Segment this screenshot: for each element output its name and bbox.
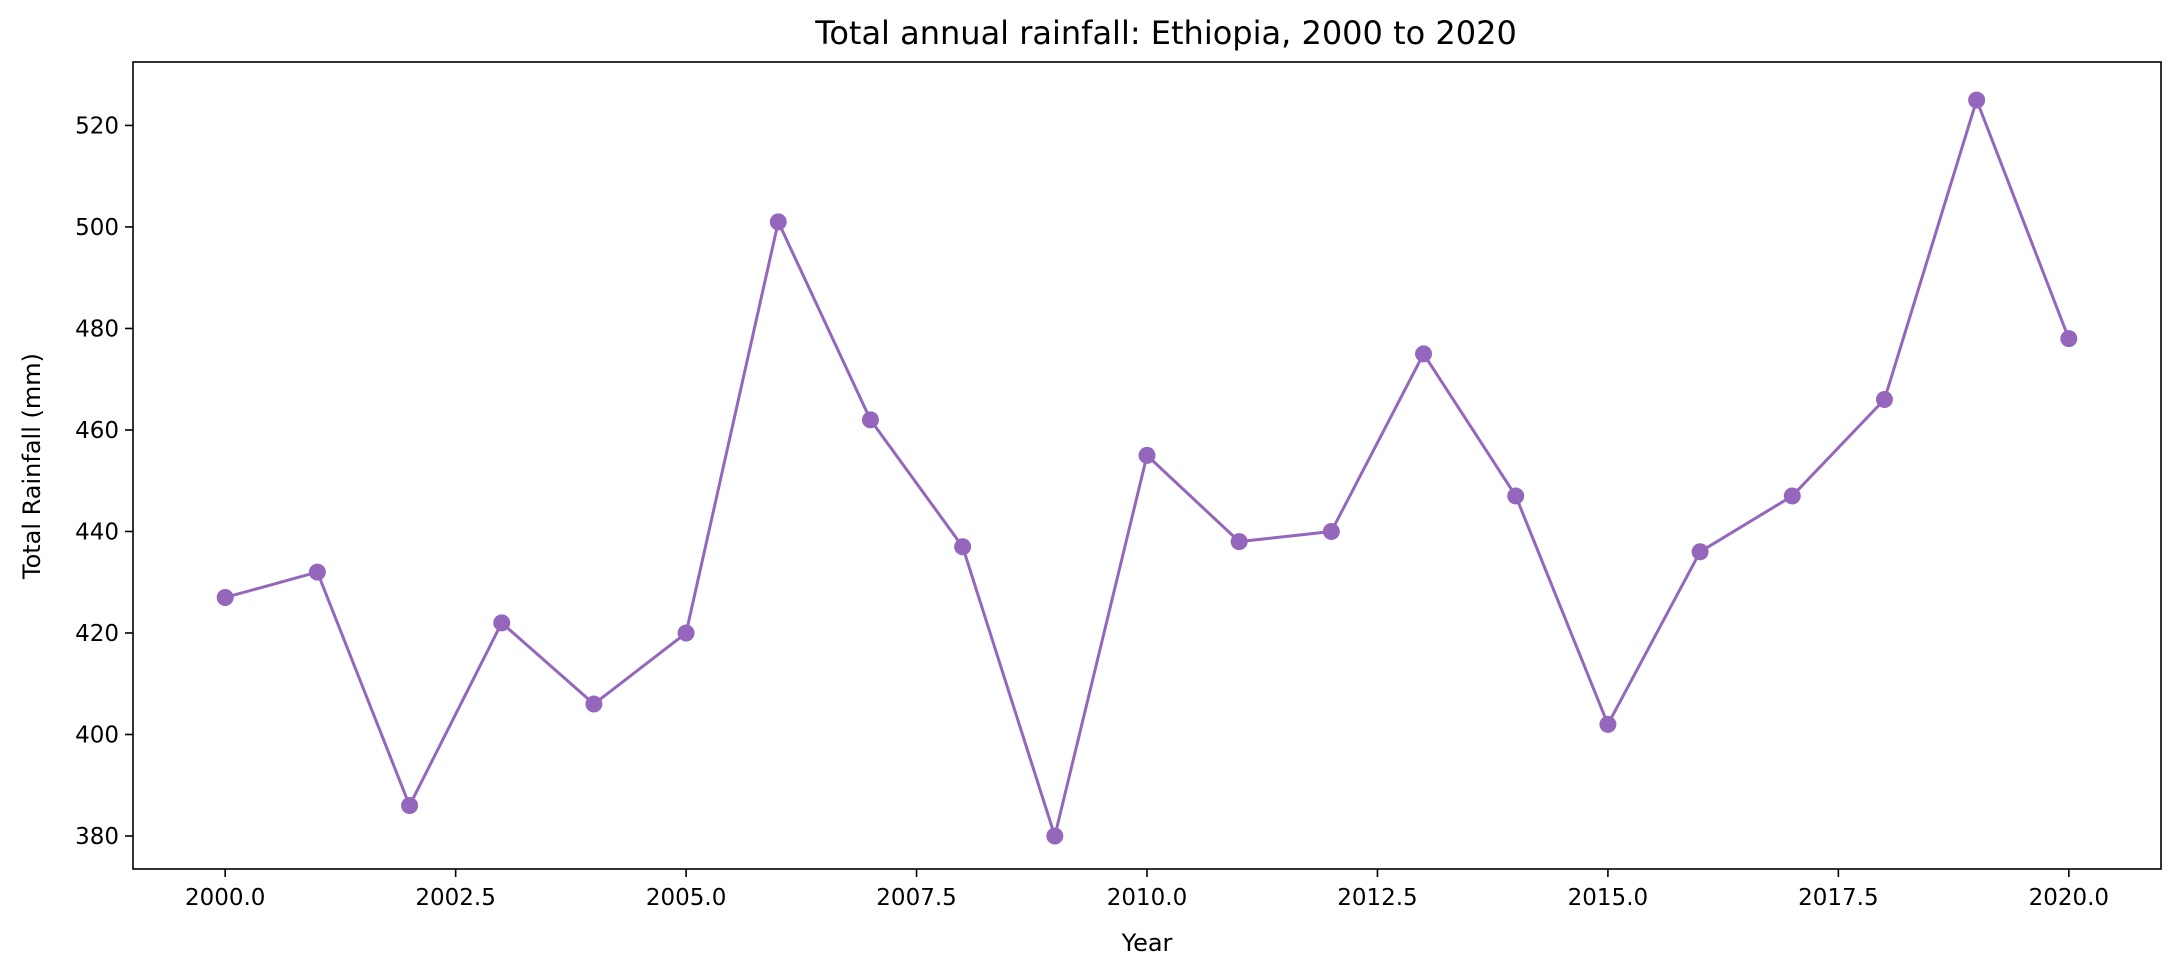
data-point [677, 624, 695, 642]
data-point [1968, 91, 1986, 109]
data-point [2060, 330, 2078, 348]
x-tick-label: 2000.0 [185, 885, 265, 911]
data-point [1138, 446, 1156, 464]
x-tick-label: 2015.0 [1568, 885, 1648, 911]
data-point [308, 563, 326, 581]
y-tick-label: 460 [75, 418, 119, 444]
y-tick-label: 440 [75, 519, 119, 545]
data-point [585, 695, 603, 713]
data-point [954, 538, 972, 556]
y-tick-label: 480 [75, 316, 119, 342]
y-tick-label: 420 [75, 621, 119, 647]
y-axis-ticks: 380 400 420 440 460 480 500 520 [75, 113, 133, 850]
data-point [1691, 543, 1709, 561]
x-tick-label: 2007.5 [876, 885, 956, 911]
x-tick-label: 2005.0 [646, 885, 726, 911]
data-point [861, 411, 879, 429]
x-tick-label: 2017.5 [1798, 885, 1878, 911]
plot-frame [132, 61, 2162, 870]
data-point [769, 213, 787, 231]
x-axis-ticks: 2000.0 2002.5 2005.0 2007.5 2010.0 2012.5 2015… [185, 869, 2109, 911]
chart-title: Total annual rainfall: Ethiopia, 2000 to… [814, 14, 1517, 52]
data-point [401, 797, 419, 815]
data-point [1783, 487, 1801, 505]
data-point [1046, 827, 1064, 845]
x-tick-label: 2020.0 [2029, 885, 2109, 911]
data-point [1507, 487, 1525, 505]
y-tick-label: 380 [75, 824, 119, 850]
y-tick-label: 400 [75, 723, 119, 749]
data-point [216, 588, 234, 606]
x-tick-label: 2012.5 [1337, 885, 1417, 911]
y-tick-label: 520 [75, 113, 119, 139]
y-tick-label: 500 [75, 215, 119, 241]
x-axis-label: Year [1121, 929, 1173, 957]
series-line [224, 98, 2071, 838]
plot-area [216, 91, 2078, 845]
x-tick-label: 2002.5 [415, 885, 495, 911]
y-axis-label: Total Rainfall (mm) [18, 353, 46, 580]
data-point [1322, 522, 1340, 540]
x-tick-label: 2010.0 [1107, 885, 1187, 911]
data-point [1875, 391, 1893, 409]
data-point [1230, 533, 1248, 551]
data-point [1415, 345, 1433, 363]
data-point [1599, 715, 1617, 733]
data-point [493, 614, 511, 632]
